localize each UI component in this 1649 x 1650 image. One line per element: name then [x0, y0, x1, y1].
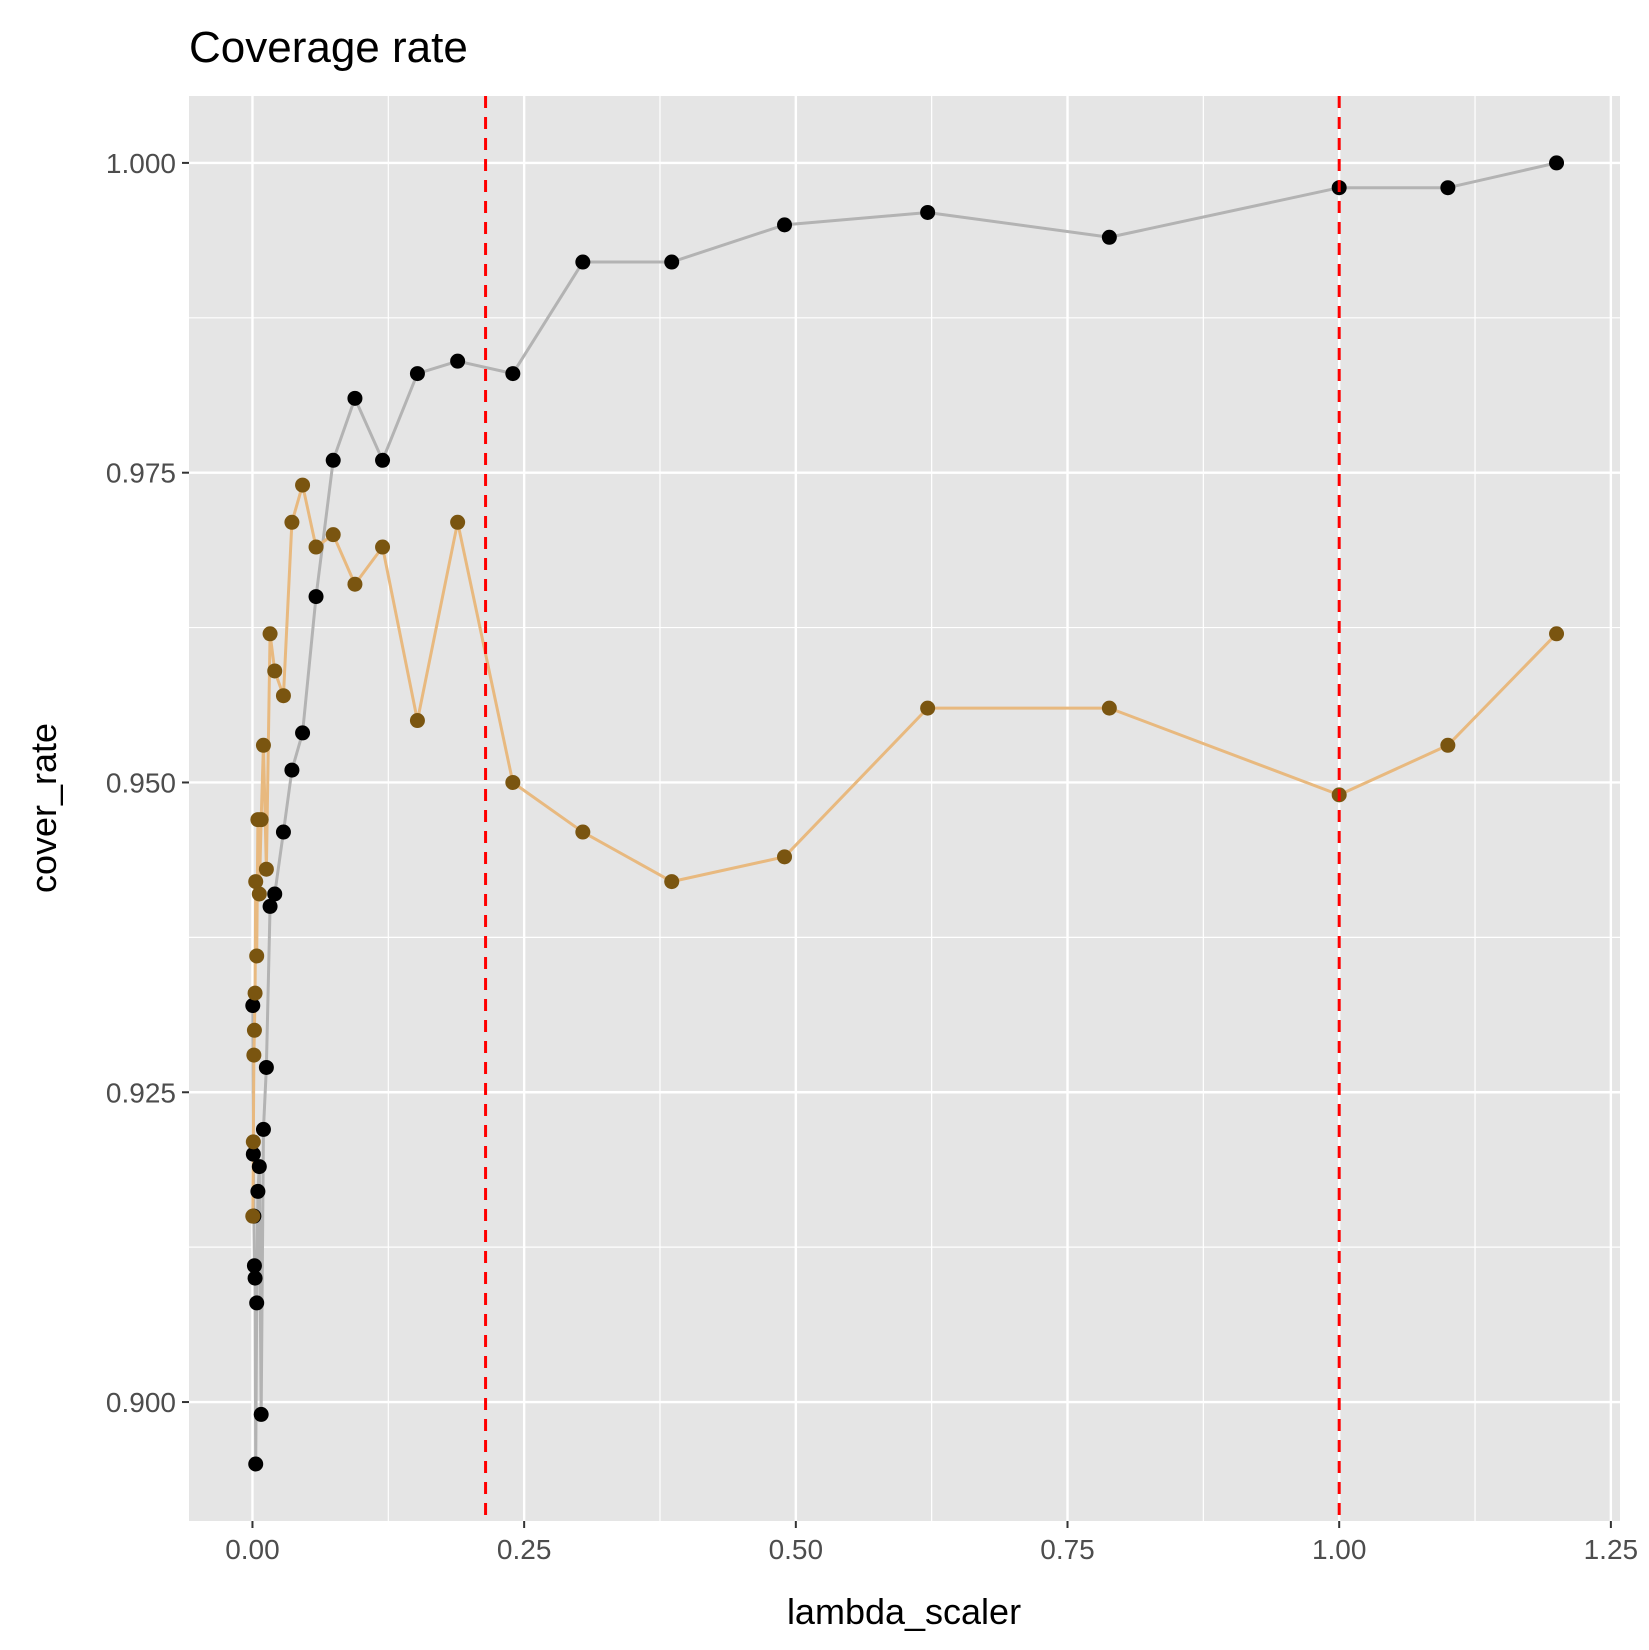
series-1-point: [505, 366, 521, 382]
x-tick-label: 0.00: [225, 1534, 280, 1565]
chart-title: Coverage rate: [189, 23, 468, 72]
series-1-point: [375, 452, 391, 468]
x-tick-label: 1.25: [1584, 1534, 1639, 1565]
series-1-point: [267, 886, 283, 902]
y-tick-label: 0.975: [106, 458, 176, 489]
series-1-point: [247, 1270, 263, 1286]
series-2-point: [295, 477, 311, 493]
series-1-point: [575, 254, 591, 270]
series-layer: [245, 155, 1565, 1472]
plot-panel: [189, 96, 1620, 1521]
series-2-point: [255, 737, 271, 753]
series-1-point: [920, 204, 936, 220]
series-1-point: [325, 452, 341, 468]
series-2-point: [777, 849, 793, 865]
x-axis: 0.00 0.25 0.50 0.75 1.00 1.25: [225, 1521, 1638, 1565]
series-1-point: [1549, 155, 1565, 171]
y-axis-title: cover_rate: [23, 723, 64, 893]
x-axis-title: lambda_scaler: [787, 1591, 1021, 1632]
series-1-point: [248, 1456, 264, 1472]
series-1-point: [1101, 229, 1117, 245]
series-2-point: [664, 874, 680, 890]
series-1-point: [1440, 180, 1456, 196]
series-2-point: [275, 688, 291, 704]
series-2-point: [246, 1047, 262, 1063]
series-2-point: [247, 985, 263, 1001]
series-2-point: [251, 886, 267, 902]
series-1-point: [249, 1295, 265, 1311]
series-2-point: [284, 514, 300, 530]
series-1-point: [251, 1159, 267, 1175]
y-tick-label: 1.000: [106, 148, 176, 179]
series-2-point: [308, 539, 324, 555]
minor-gridlines: [189, 96, 1620, 1521]
series-1-point: [255, 1121, 271, 1137]
y-tick-label: 0.950: [106, 767, 176, 798]
series-1-point: [275, 824, 291, 840]
series-1-point: [295, 725, 311, 741]
y-tick-label: 0.925: [106, 1077, 176, 1108]
series-2-point: [375, 539, 391, 555]
series-2-point: [347, 576, 363, 592]
series-1-point: [253, 1406, 269, 1422]
y-axis: 0.900 0.925 0.950 0.975 1.000: [106, 148, 189, 1418]
series-2-point: [249, 948, 265, 964]
series-1-point: [245, 998, 261, 1014]
series-2-point: [245, 1134, 261, 1150]
series-1-point: [347, 390, 363, 406]
series-2-point: [245, 1208, 261, 1224]
series-1-point: [664, 254, 680, 270]
reference-lines: [484, 96, 1341, 1521]
series-1-point: [245, 1146, 261, 1162]
series-2-point: [575, 824, 591, 840]
series-2-point: [258, 861, 274, 877]
x-tick-label: 1.00: [1312, 1534, 1367, 1565]
x-tick-label: 0.25: [497, 1534, 552, 1565]
x-tick-label: 0.75: [1040, 1534, 1095, 1565]
series-2-point: [409, 713, 425, 729]
series-2-point: [505, 774, 521, 790]
series-2-point: [1549, 626, 1565, 642]
series-2-point: [253, 812, 269, 828]
series-1-line: [251, 161, 1557, 1466]
series-1-point: [246, 1258, 262, 1274]
y-tick-label: 0.900: [106, 1387, 176, 1418]
series-2-point: [267, 663, 283, 679]
series-1-point: [258, 1059, 274, 1075]
series-1-point: [250, 1183, 266, 1199]
series-1-point: [409, 366, 425, 382]
x-tick-label: 0.50: [769, 1534, 824, 1565]
series-2-point: [920, 700, 936, 716]
series-1-point: [284, 762, 300, 778]
series-1-point: [308, 589, 324, 605]
series-2-point: [262, 626, 278, 642]
series-1-point: [777, 217, 793, 233]
series-2-point: [1101, 700, 1117, 716]
series-2-point: [450, 514, 466, 530]
series-2-point: [325, 527, 341, 543]
series-1-point: [450, 353, 466, 369]
series-1-point: [262, 898, 278, 914]
series-2-point: [248, 874, 264, 890]
series-2-point: [1440, 737, 1456, 753]
series-2-point: [246, 1022, 262, 1038]
